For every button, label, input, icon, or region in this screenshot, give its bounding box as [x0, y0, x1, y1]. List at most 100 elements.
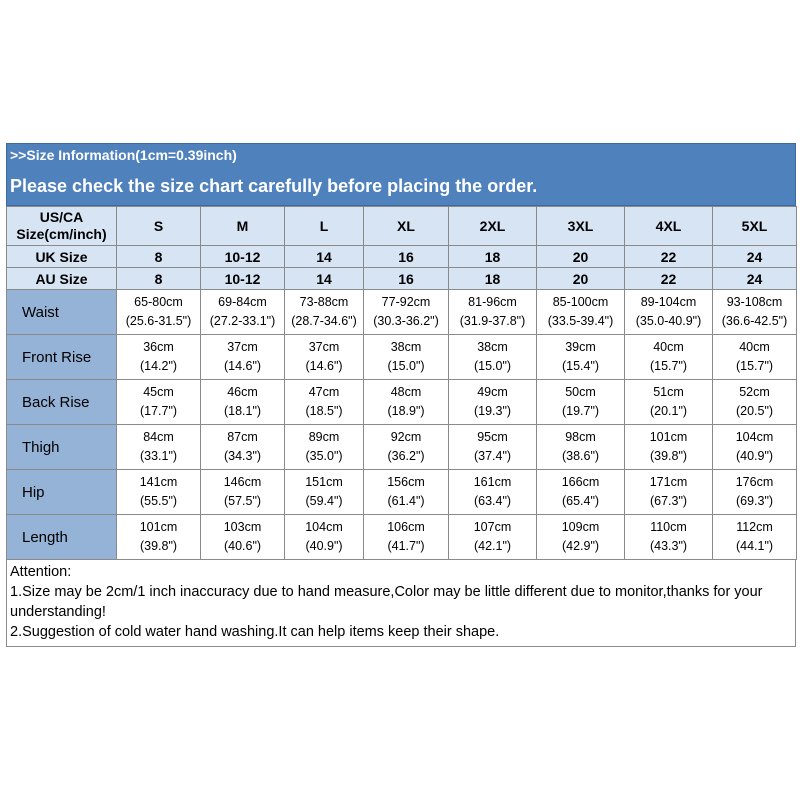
inch-value: (33.1")	[139, 449, 178, 463]
cm-value: 84cm	[143, 430, 174, 444]
cm-value: 81-96cm	[468, 295, 517, 309]
inch-value: (63.4")	[473, 494, 512, 508]
au-size-cell: 22	[624, 267, 713, 290]
measurement-row: Back Rise 45cm (17.7") 46cm (18.1") 47cm (18.5…	[6, 379, 797, 425]
inch-value: (18.9")	[387, 404, 425, 418]
cm-value: 146cm	[223, 475, 262, 489]
measurement-row: Thigh 84cm (33.1") 87cm (34.3") 89cm (35.0") 92…	[6, 424, 797, 470]
measurement-cell: 104cm (40.9")	[284, 514, 364, 560]
inch-value: (61.4")	[387, 494, 425, 508]
measurement-cell: 101cm (39.8")	[116, 514, 201, 560]
uk-size-cell: 8	[116, 245, 201, 268]
inch-value: (44.1")	[735, 539, 774, 553]
measurement-cell: 161cm (63.4")	[448, 469, 537, 515]
cm-value: 38cm	[390, 340, 422, 354]
attention-notes: Attention: 1.Size may be 2cm/1 inch inac…	[6, 560, 796, 647]
inch-value: (17.7")	[139, 404, 178, 418]
cm-value: 93-108cm	[726, 295, 783, 309]
measurement-cell: 92cm (36.2")	[363, 424, 449, 470]
cm-value: 104cm	[735, 430, 774, 444]
measurement-cell: 85-100cm (33.5-39.4")	[536, 289, 625, 335]
au-size-cell: 16	[363, 267, 449, 290]
size-header-cell: L	[284, 206, 364, 246]
inch-value: (18.1")	[223, 404, 262, 418]
inch-value: (35.0-40.9")	[635, 314, 702, 328]
uk-size-row: UK Size 8 10-12 14 16 18 20 22 24	[6, 245, 797, 268]
measurement-label: Thigh	[6, 424, 117, 470]
inch-value: (15.4")	[561, 359, 600, 373]
inch-value: (33.5-39.4")	[547, 314, 614, 328]
inch-value: (15.0")	[473, 359, 512, 373]
cm-value: 141cm	[139, 475, 178, 489]
measurement-cell: 95cm (37.4")	[448, 424, 537, 470]
measurement-cell: 176cm (69.3")	[712, 469, 797, 515]
measurement-row: Hip 141cm (55.5") 146cm (57.5") 151cm (59.4") 1…	[6, 469, 797, 515]
measurement-cell: 45cm (17.7")	[116, 379, 201, 425]
uk-size-cell: 10-12	[200, 245, 285, 268]
measurement-row: Length 101cm (39.8") 103cm (40.6") 104cm (40.9…	[6, 514, 797, 560]
cm-value: 37cm	[227, 340, 258, 354]
attention-title: Attention:	[10, 564, 72, 580]
measurement-cell: 98cm (38.6")	[536, 424, 625, 470]
measurement-cell: 48cm (18.9")	[363, 379, 449, 425]
inch-value: (19.3")	[473, 404, 512, 418]
size-header-cell: S	[116, 206, 201, 246]
measurement-cell: 77-92cm (30.3-36.2")	[363, 289, 449, 335]
inch-value: (41.7")	[387, 539, 425, 553]
measurement-cell: 73-88cm (28.7-34.6")	[284, 289, 364, 335]
size-header-cell: M	[200, 206, 285, 246]
measurement-label: Front Rise	[6, 334, 117, 380]
measurement-cell: 104cm (40.9")	[712, 424, 797, 470]
inch-value: (15.7")	[735, 359, 774, 373]
size-table: US/CA Size(cm/inch) S M L XL 2XL 3XL 4XL…	[6, 206, 797, 560]
measurement-cell: 110cm (43.3")	[624, 514, 713, 560]
size-header-cell: 3XL	[536, 206, 625, 246]
cm-value: 40cm	[739, 340, 770, 354]
measurement-cell: 38cm (15.0")	[363, 334, 449, 380]
cm-value: 38cm	[477, 340, 508, 354]
measurement-cell: 84cm (33.1")	[116, 424, 201, 470]
size-header-cell: 4XL	[624, 206, 713, 246]
inch-value: (40.9")	[305, 539, 343, 553]
measurement-cell: 39cm (15.4")	[536, 334, 625, 380]
inch-value: (42.1")	[473, 539, 512, 553]
cm-value: 40cm	[653, 340, 684, 354]
cm-value: 45cm	[143, 385, 174, 399]
measurement-cell: 65-80cm (25.6-31.5")	[116, 289, 201, 335]
measurement-cell: 171cm (67.3")	[624, 469, 713, 515]
measurement-cell: 87cm (34.3")	[200, 424, 285, 470]
measurement-cell: 52cm (20.5")	[712, 379, 797, 425]
cm-value: 98cm	[565, 430, 596, 444]
uk-size-cell: 22	[624, 245, 713, 268]
cm-value: 50cm	[565, 385, 596, 399]
size-chart: >>Size Information(1cm=0.39inch) Please …	[6, 143, 797, 647]
measurement-cell: 37cm (14.6")	[200, 334, 285, 380]
measurement-cell: 47cm (18.5")	[284, 379, 364, 425]
cm-value: 106cm	[387, 520, 425, 534]
inch-value: (39.8")	[139, 539, 178, 553]
attention-note-1: 1.Size may be 2cm/1 inch inaccuracy due …	[10, 584, 763, 620]
measurement-cell: 103cm (40.6")	[200, 514, 285, 560]
inch-value: (35.0")	[305, 449, 343, 463]
cm-value: 156cm	[387, 475, 425, 489]
uk-size-cell: 20	[536, 245, 625, 268]
measurement-cell: 109cm (42.9")	[536, 514, 625, 560]
inch-value: (43.3")	[649, 539, 688, 553]
check-size-message: Please check the size chart carefully be…	[6, 167, 796, 206]
uk-size-cell: 24	[712, 245, 797, 268]
size-info-banner: >>Size Information(1cm=0.39inch)	[6, 143, 796, 167]
cm-value: 161cm	[473, 475, 512, 489]
header-row: US/CA Size(cm/inch) S M L XL 2XL 3XL 4XL…	[6, 206, 797, 246]
measurement-cell: 38cm (15.0")	[448, 334, 537, 380]
cm-value: 65-80cm	[134, 295, 183, 309]
cm-value: 103cm	[223, 520, 262, 534]
inch-value: (67.3")	[649, 494, 688, 508]
cm-value: 39cm	[565, 340, 596, 354]
inch-value: (27.2-33.1")	[209, 314, 276, 328]
inch-value: (30.3-36.2")	[373, 314, 439, 328]
cm-value: 52cm	[739, 385, 770, 399]
uk-size-cell: 16	[363, 245, 449, 268]
inch-value: (36.6-42.5")	[721, 314, 788, 328]
cm-value: 48cm	[390, 385, 422, 399]
measurement-cell: 40cm (15.7")	[624, 334, 713, 380]
